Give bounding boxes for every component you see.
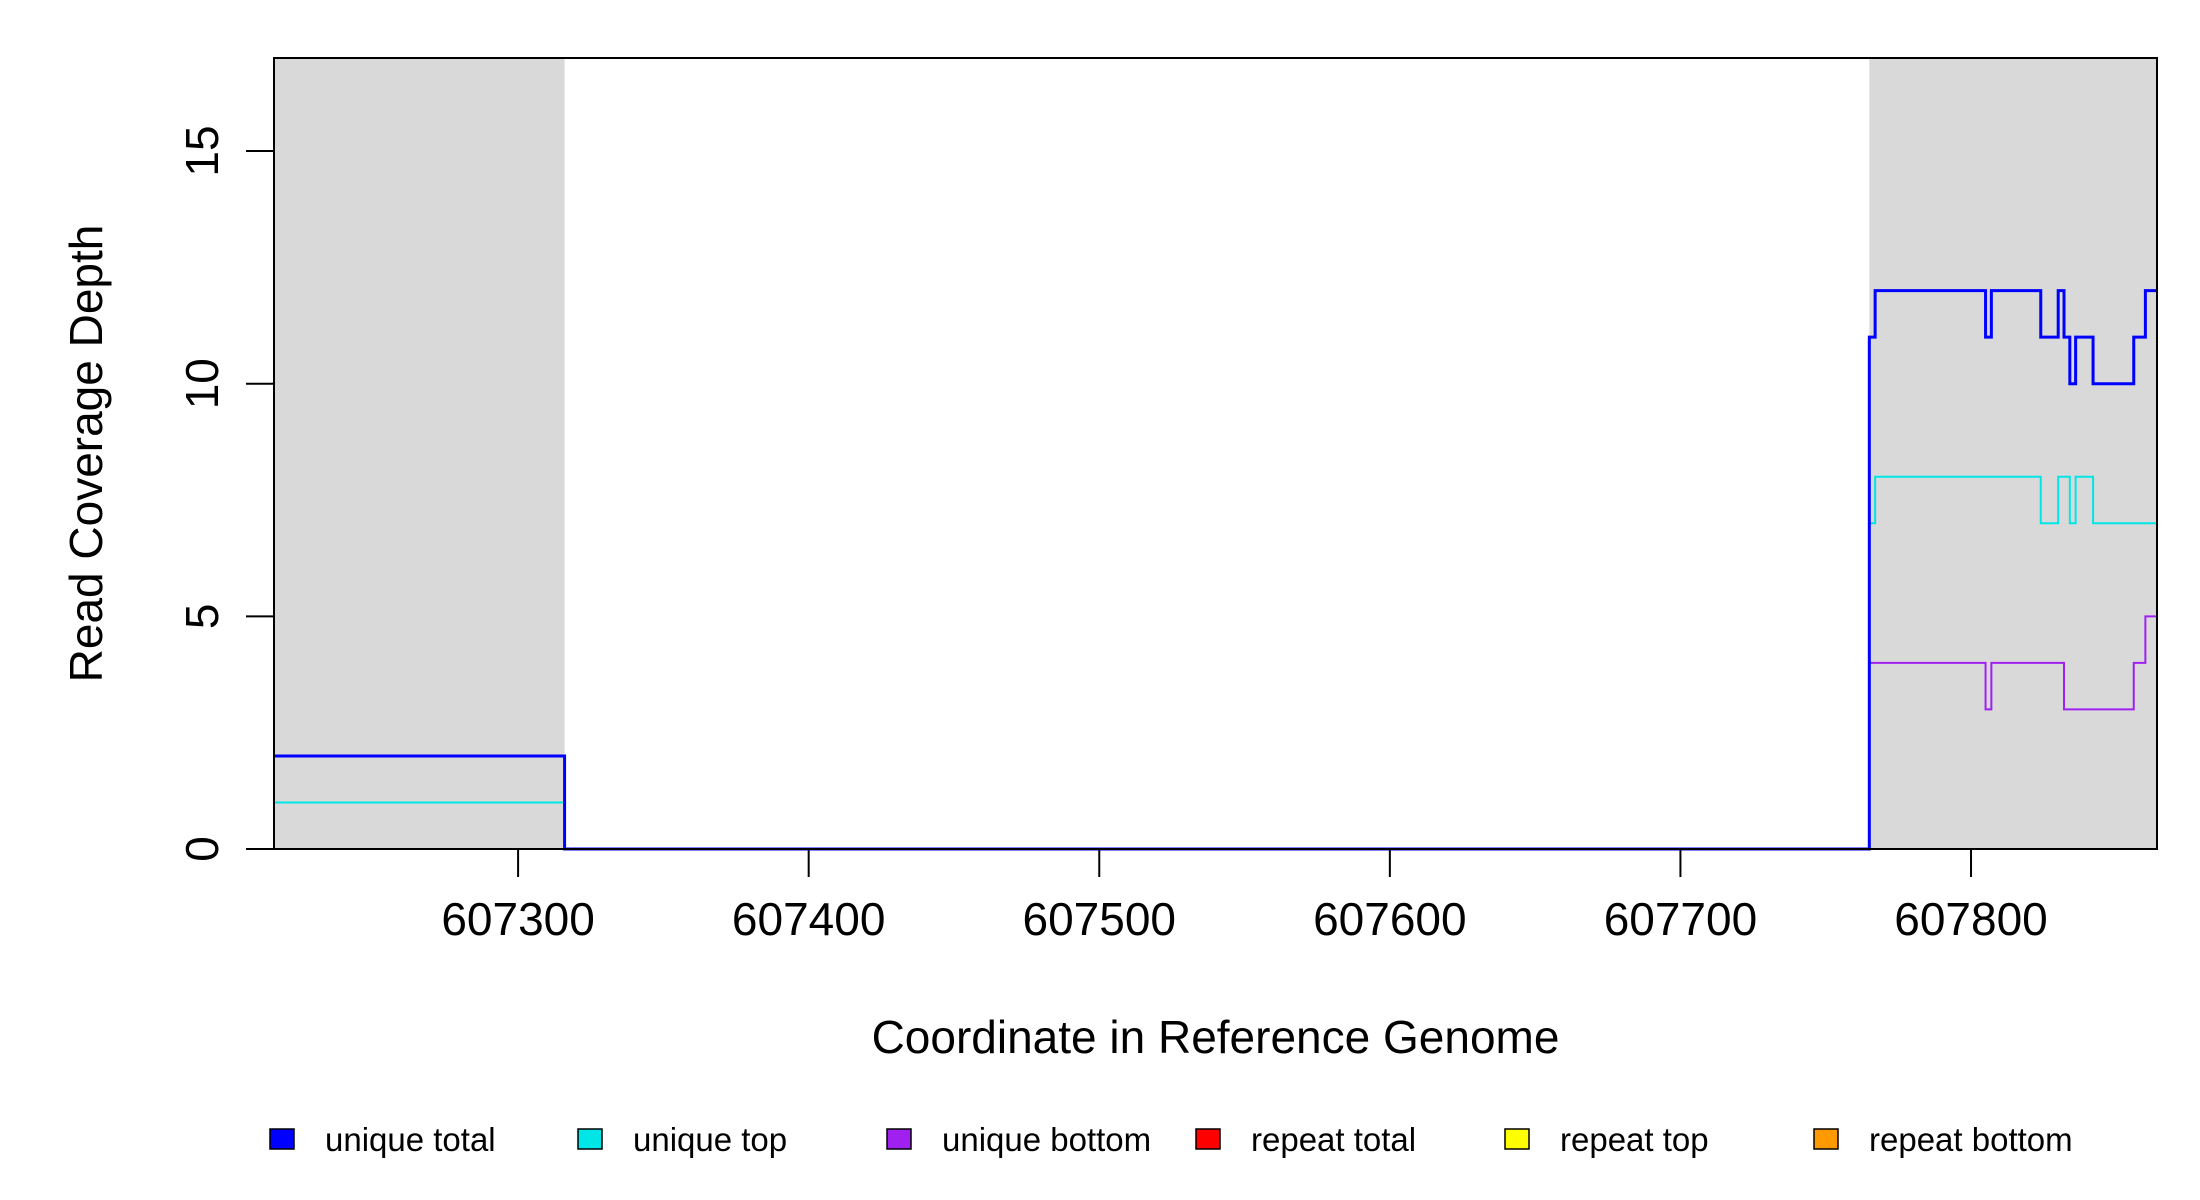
legend-label: unique top [633,1121,787,1158]
shaded-region-2 [1869,58,2157,849]
legend-swatch [886,1128,912,1150]
legend-label: unique bottom [942,1121,1151,1158]
x-tick-label: 607300 [441,893,595,945]
y-axis-label: Read Coverage Depth [60,225,112,683]
shaded-region-1 [274,58,565,849]
legend: unique total unique top unique bottom repea… [269,1121,2073,1158]
legend-swatch [1504,1128,1530,1150]
y-tick-label: 5 [176,604,228,630]
x-tick-label: 607800 [1894,893,2048,945]
x-tick-label: 607500 [1023,893,1177,945]
x-tick-label: 607700 [1604,893,1758,945]
y-tick-label: 10 [176,358,228,409]
legend-swatch [577,1128,603,1150]
legend-swatch [269,1128,295,1150]
x-axis-label: Coordinate in Reference Genome [872,1011,1560,1063]
series-line-unique-total [274,289,2157,851]
legend-label: repeat bottom [1869,1121,2073,1158]
x-axis: 607300 607400 607500 607600 607700 607800 [441,849,2048,945]
legend-label: repeat top [1560,1121,1709,1158]
plot-frame [273,57,2158,850]
y-tick-label: 15 [176,125,228,176]
y-axis: 0 5 10 15 [176,125,274,862]
y-tick-label: 0 [176,836,228,862]
legend-swatch [1813,1128,1839,1150]
shaded-regions [274,58,2157,849]
legend-label: repeat total [1251,1121,1416,1158]
x-tick-label: 607400 [732,893,886,945]
x-tick-label: 607600 [1313,893,1467,945]
legend-swatch [1195,1128,1221,1150]
legend-label: unique total [325,1121,496,1158]
